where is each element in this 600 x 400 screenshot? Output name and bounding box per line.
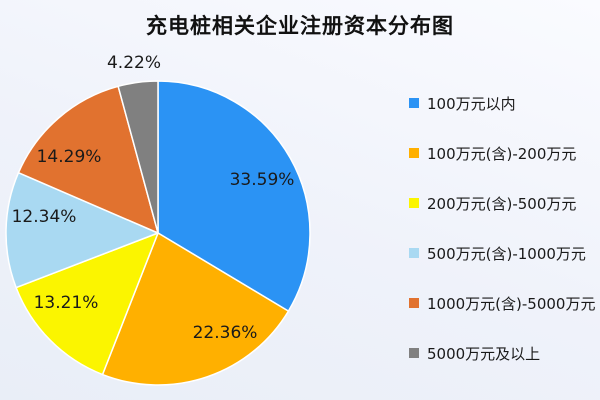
slice-label-1: 22.36% [192, 323, 258, 343]
chart-title: 充电桩相关企业注册资本分布图 [146, 14, 454, 38]
pie-slice-1 [101, 232, 290, 386]
pie-slice-5 [117, 80, 159, 234]
legend-item-0: 100万元以内 [409, 93, 595, 113]
legend-label-3: 500万元(含)-1000万元 [427, 244, 586, 263]
legend-item-3: 500万元(含)-1000万元 [409, 243, 595, 263]
legend-label-4: 1000万元(含)-5000万元 [427, 294, 596, 313]
legend-item-4: 1000万元(含)-5000万元 [409, 293, 595, 313]
pie-slice-0 [157, 80, 311, 312]
slice-label-4: 14.29% [36, 147, 102, 167]
legend-label-0: 100万元以内 [427, 94, 516, 113]
legend-item-1: 100万元(含)-200万元 [409, 143, 595, 163]
legend-item-2: 200万元(含)-500万元 [409, 193, 595, 213]
pie-slice-2 [15, 232, 159, 376]
legend-swatch-5 [409, 348, 419, 358]
legend-label-1: 100万元(含)-200万元 [427, 144, 577, 163]
legend-swatch-3 [409, 248, 419, 258]
legend-swatch-0 [409, 98, 419, 108]
slice-label-5: 4.22% [106, 53, 162, 73]
slice-label-3: 12.34% [11, 207, 77, 227]
slice-label-0: 33.59% [229, 170, 295, 190]
pie-slice-3 [5, 171, 159, 289]
legend-swatch-2 [409, 198, 419, 208]
legend-label-2: 200万元(含)-500万元 [427, 194, 577, 213]
pie-slice-4 [17, 85, 159, 234]
legend-item-5: 5000万元及以上 [409, 343, 595, 363]
legend-swatch-1 [409, 148, 419, 158]
legend-label-5: 5000万元及以上 [427, 344, 541, 363]
legend: 100万元以内 100万元(含)-200万元 200万元(含)-500万元 50… [409, 93, 595, 393]
slice-label-2: 13.21% [33, 293, 99, 313]
legend-swatch-4 [409, 298, 419, 308]
